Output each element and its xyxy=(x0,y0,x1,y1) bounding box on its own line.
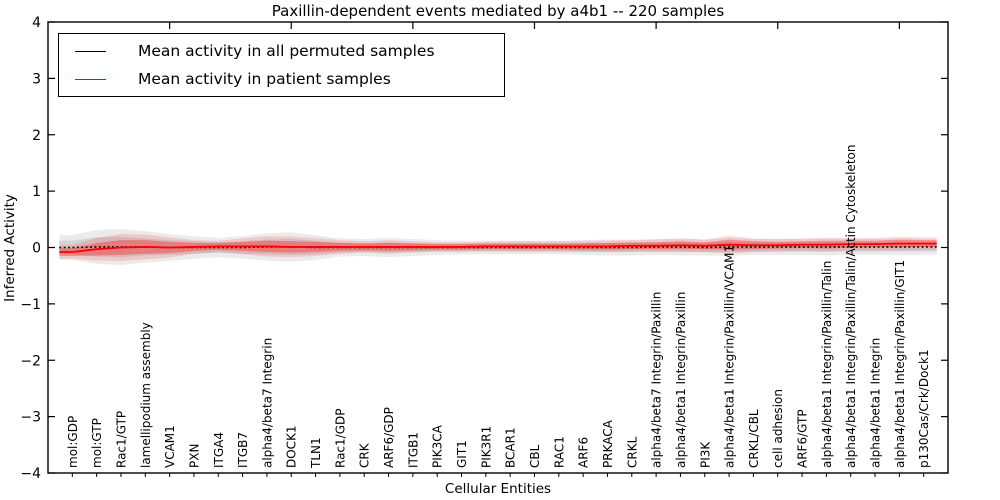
chart-title: Paxillin-dependent events mediated by a4… xyxy=(271,2,725,20)
patient-mean-line xyxy=(59,242,937,253)
svg-text:PRKACA: PRKACA xyxy=(601,419,615,468)
permuted-line-swatch xyxy=(75,50,106,52)
y-axis-ticks: 4 3 2 1 0 −1 −2 −3 −4 xyxy=(20,15,948,482)
svg-text:0: 0 xyxy=(32,241,41,257)
legend: Mean activity in all permuted samples Me… xyxy=(58,33,505,97)
svg-text:PXN: PXN xyxy=(187,444,201,468)
svg-text:ARF6/GDP: ARF6/GDP xyxy=(382,407,396,468)
legend-entry-patient: Mean activity in patient samples xyxy=(59,66,504,92)
svg-text:RAC1: RAC1 xyxy=(552,436,566,468)
svg-text:mol:GDP: mol:GDP xyxy=(66,416,80,468)
svg-text:mol:GTP: mol:GTP xyxy=(90,418,104,468)
svg-text:alpha4/beta1 Integrin/Paxillin: alpha4/beta1 Integrin/Paxillin/VCAM1 xyxy=(723,245,737,468)
svg-text:p130Cas/Crk/Dock1: p130Cas/Crk/Dock1 xyxy=(917,349,931,468)
svg-text:alpha4/beta1 Integrin/Paxillin: alpha4/beta1 Integrin/Paxillin/Talin/Act… xyxy=(844,145,858,468)
svg-text:−2: −2 xyxy=(20,353,41,369)
svg-text:PIK3R1: PIK3R1 xyxy=(479,426,493,468)
svg-text:alpha4/beta1 Integrin: alpha4/beta1 Integrin xyxy=(869,338,883,468)
svg-text:CRK: CRK xyxy=(358,442,372,468)
svg-text:cell adhesion: cell adhesion xyxy=(771,389,785,468)
svg-text:VCAM1: VCAM1 xyxy=(163,425,177,468)
svg-text:Rac1/GDP: Rac1/GDP xyxy=(333,409,347,468)
svg-text:ITGB7: ITGB7 xyxy=(236,432,250,468)
svg-text:alpha4/beta1 Integrin/Paxillin: alpha4/beta1 Integrin/Paxillin/Talin xyxy=(820,261,834,468)
svg-text:CRKL: CRKL xyxy=(625,436,639,468)
svg-text:alpha4/beta1 Integrin/Paxillin: alpha4/beta1 Integrin/Paxillin xyxy=(674,292,688,468)
svg-text:CRKL/CBL: CRKL/CBL xyxy=(747,409,761,468)
svg-text:CBL: CBL xyxy=(528,444,542,468)
svg-text:alpha4/beta7 Integrin/Paxillin: alpha4/beta7 Integrin/Paxillin xyxy=(650,292,664,468)
svg-text:PIK3CA: PIK3CA xyxy=(431,424,445,468)
svg-text:4: 4 xyxy=(32,15,41,31)
svg-text:−1: −1 xyxy=(20,297,41,313)
svg-text:−3: −3 xyxy=(20,410,41,426)
svg-text:2: 2 xyxy=(32,128,41,144)
x-axis-top-ticks xyxy=(169,22,900,29)
svg-text:−4: −4 xyxy=(20,466,41,482)
svg-text:PI3K: PI3K xyxy=(698,441,712,468)
svg-text:DOCK1: DOCK1 xyxy=(285,425,299,468)
x-axis-label: Cellular Entities xyxy=(444,481,552,497)
x-axis-category-labels: mol:GDP mol:GTP Rac1/GTP lamellipodium asse… xyxy=(66,145,931,469)
legend-entry-permuted: Mean activity in all permuted samples xyxy=(59,38,504,64)
svg-text:ARF6: ARF6 xyxy=(577,437,591,468)
legend-label-permuted: Mean activity in all permuted samples xyxy=(138,42,435,60)
svg-text:1: 1 xyxy=(32,184,41,200)
svg-text:alpha4/beta7 Integrin: alpha4/beta7 Integrin xyxy=(260,338,274,468)
svg-text:BCAR1: BCAR1 xyxy=(504,427,518,468)
legend-label-patient: Mean activity in patient samples xyxy=(138,70,391,88)
svg-text:ITGB1: ITGB1 xyxy=(406,432,420,468)
svg-text:ARF6/GTP: ARF6/GTP xyxy=(796,409,810,468)
svg-text:Rac1/GTP: Rac1/GTP xyxy=(114,411,128,468)
patient-band xyxy=(59,233,937,262)
svg-text:3: 3 xyxy=(32,71,41,87)
svg-text:lamellipodium assembly: lamellipodium assembly xyxy=(139,322,153,468)
svg-text:ITGA4: ITGA4 xyxy=(212,432,226,468)
svg-text:GIT1: GIT1 xyxy=(455,440,469,468)
patient-line-swatch xyxy=(75,78,106,80)
x-axis-entity-ticks xyxy=(71,473,925,477)
svg-text:TLN1: TLN1 xyxy=(309,437,323,469)
svg-text:alpha4/beta1 Integrin/Paxillin: alpha4/beta1 Integrin/Paxillin/GIT1 xyxy=(893,260,907,468)
